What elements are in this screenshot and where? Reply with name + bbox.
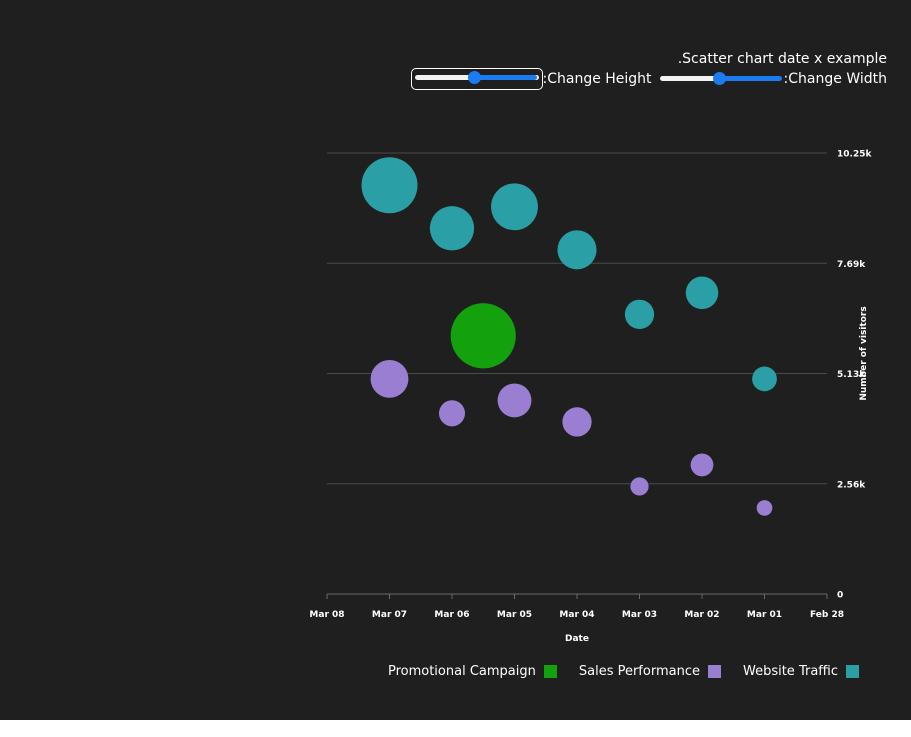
data-points [361,157,777,516]
data-point [752,366,777,392]
x-tick-label: Mar 07 [372,610,407,620]
x-tick-label: Mar 08 [309,610,344,620]
y-tick-label: 7.69k [837,260,866,270]
x-tick-label: Mar 04 [559,610,594,620]
y-tick-label: 0 [837,591,843,601]
width-slider-fill [717,76,782,81]
data-point [450,303,516,369]
chart-title: .Scatter chart date x example [677,51,887,67]
y-axis-title: Number of visitors [859,306,869,400]
height-slider-label: :Change Height [542,71,652,87]
width-slider[interactable] [658,71,782,87]
width-slider-thumb[interactable] [713,72,727,85]
legend-swatch [707,665,721,678]
legend-item[interactable]: Promotional Campaign [388,664,557,679]
legend-item[interactable]: Sales Performance [579,664,721,679]
data-point [562,407,592,437]
y-tick-label: 5.13k [837,370,866,380]
legend-label: Website Traffic [742,664,838,679]
x-tick-label: Mar 01 [747,610,782,620]
y-tick-label: 10.25k [837,150,872,160]
data-point [491,183,538,231]
data-point [361,157,418,214]
axes: 0 2.56k 5.13k 7.69k 10.25k Mar 08 Mar 07 Mar 06… [309,150,872,645]
y-tick-label: 2.56k [837,480,866,490]
legend-swatch [543,665,557,678]
data-point [624,299,655,329]
x-tick-label: Feb 28 [810,610,844,620]
x-axis-title: Date [565,634,589,644]
scatter-chart: 0 2.56k 5.13k 7.69k 10.25k Mar 08 Mar 07 Mar 06… [309,150,872,645]
x-tick-label: Mar 03 [622,610,657,620]
height-slider-thumb[interactable] [468,71,481,84]
legend-item[interactable]: Website Traffic [743,664,859,679]
data-point [690,453,714,477]
legend-swatch [846,665,859,678]
data-point [429,206,475,251]
width-slider-label: :Change Width [783,71,887,87]
data-point [438,400,466,427]
chart-panel: .Scatter chart date x example :Change He… [0,0,911,720]
data-point [497,383,532,418]
legend-label: Sales Performance [578,664,700,679]
legend-label: Promotional Campaign [387,664,536,679]
data-point [557,230,597,270]
chart-controls: :Change Height :Change Width [410,68,887,90]
data-point [685,276,719,310]
height-slider-fill [472,75,537,80]
data-point [370,359,409,398]
x-tick-label: Mar 02 [684,610,719,620]
height-slider[interactable] [410,68,543,90]
x-tick-label: Mar 05 [497,610,532,620]
chart-legend: Promotional Campaign Sales Performance Web… [366,664,859,679]
data-point [630,477,649,496]
data-point [756,500,773,516]
x-tick-label: Mar 06 [434,610,469,620]
